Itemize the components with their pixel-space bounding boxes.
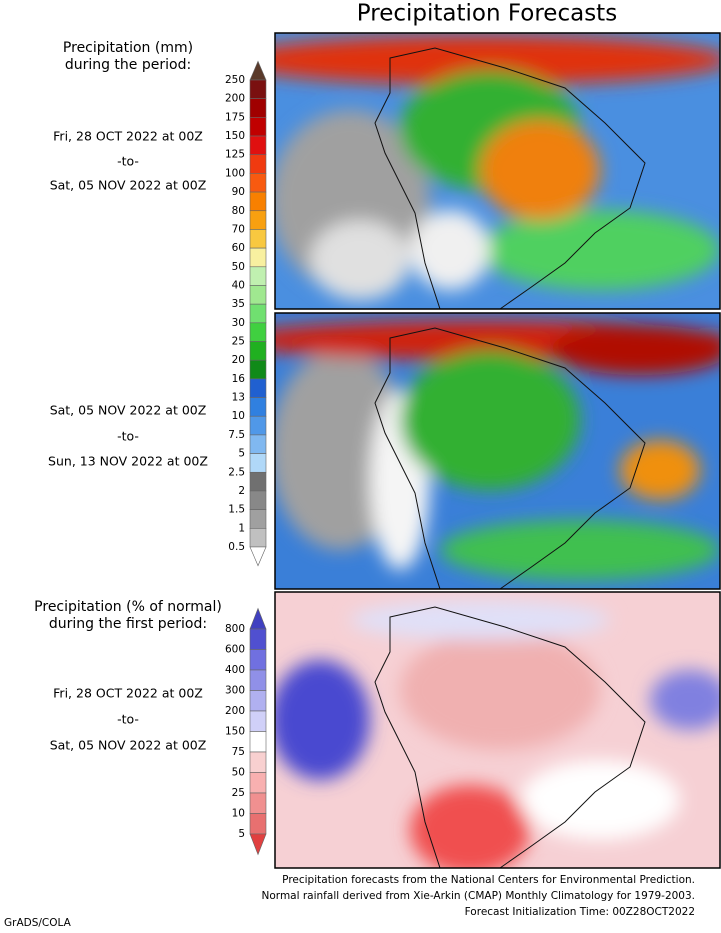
- colorbar-arrow: [249, 60, 267, 81]
- colorbar-box: [249, 649, 267, 671]
- colorbar-label: 50: [232, 767, 245, 779]
- colorbar-box: [249, 117, 267, 137]
- period-date: Sun, 13 NOV 2022 at 00Z: [48, 454, 208, 469]
- colorbar-box: [249, 322, 267, 342]
- colorbar-box: [249, 303, 267, 324]
- colorbar-label: 600: [225, 644, 245, 656]
- colorbar-box: [249, 341, 267, 361]
- colorbar-label: 250: [225, 74, 245, 86]
- colorbar-box: [249, 191, 267, 212]
- colorbar-box: [249, 173, 267, 193]
- colorbar-box: [249, 285, 267, 305]
- colorbar-box: [249, 669, 267, 691]
- period-date: Fri, 28 OCT 2022 at 00Z: [53, 686, 203, 701]
- colorbar-box: [249, 154, 267, 174]
- colorbar-label: 16: [232, 373, 246, 385]
- colorbar-box: [249, 813, 267, 835]
- colorbar-box: [249, 710, 267, 732]
- colorbar-label: 80: [232, 205, 245, 217]
- colorbar-label: 5: [238, 828, 245, 840]
- colorbar-label: 50: [232, 261, 245, 273]
- title: Precipitation Forecasts: [357, 1, 617, 27]
- colorbar-box: [249, 628, 267, 650]
- colorbar-label: 35: [232, 298, 245, 310]
- colorbar-box: [249, 266, 267, 286]
- colorbar-label: 40: [232, 279, 245, 291]
- colorbar-label: 25: [232, 336, 245, 348]
- colorbar-box: [249, 509, 267, 529]
- colorbar-box: [249, 453, 267, 473]
- colorbar-box: [249, 690, 267, 712]
- period-date: Sat, 05 NOV 2022 at 00Z: [50, 403, 207, 418]
- colorbar-box: [249, 79, 267, 99]
- colorbar-box: [249, 471, 267, 492]
- colorbar-box: [249, 434, 267, 454]
- credit: GrADS/COLA: [4, 917, 72, 929]
- colorbar-label: 400: [225, 664, 245, 676]
- colorbar-arrow: [249, 607, 267, 630]
- colorbar-label: 300: [225, 685, 245, 697]
- colorbar-label: 200: [225, 93, 245, 105]
- colorbar-box: [249, 490, 267, 510]
- period-date: -to-: [117, 712, 139, 727]
- colorbar-box: [249, 415, 267, 436]
- colorbar-label: 13: [232, 392, 245, 404]
- colorbar-box: [249, 528, 267, 548]
- map-panel: [275, 33, 720, 309]
- colorbar-label: 75: [232, 746, 245, 758]
- colorbar-label: 100: [225, 167, 245, 179]
- colorbar-label: 10: [232, 808, 245, 820]
- colorbar-label: 5: [238, 448, 245, 460]
- colorbar-label: 175: [225, 111, 245, 123]
- colorbar-label: 125: [225, 149, 245, 161]
- colorbar-box: [249, 397, 267, 417]
- map-panel: [275, 313, 720, 589]
- colorbar-box: [249, 772, 267, 794]
- period-date: -to-: [117, 154, 139, 169]
- period-heading: during the first period:: [49, 616, 207, 632]
- colorbar-label: 800: [225, 623, 245, 635]
- colorbar-box: [249, 247, 267, 268]
- colorbar-label: 2: [238, 485, 245, 497]
- footer-note: Forecast Initialization Time: 00Z28OCT20…: [465, 906, 695, 918]
- colorbar-label: 90: [232, 186, 245, 198]
- period-date: Sat, 05 NOV 2022 at 00Z: [50, 178, 207, 193]
- footer-note: Normal rainfall derived from Xie-Arkin (…: [262, 890, 695, 902]
- period-date: Fri, 28 OCT 2022 at 00Z: [53, 129, 203, 144]
- colorbar-label: 150: [225, 726, 245, 738]
- colorbar-box: [249, 731, 267, 753]
- colorbar-label: 25: [232, 787, 245, 799]
- period-date: -to-: [117, 429, 139, 444]
- colorbar-box: [249, 792, 267, 814]
- colorbar-label: 0.5: [228, 541, 245, 553]
- period-heading: Precipitation (mm): [63, 40, 193, 56]
- period-heading: during the period:: [65, 57, 191, 73]
- colorbar-label: 10: [232, 410, 245, 422]
- colorbar-box: [249, 98, 267, 118]
- colorbar-label: 1.5: [228, 504, 245, 516]
- footer-note: Precipitation forecasts from the Nationa…: [282, 874, 695, 886]
- map-panel: [275, 592, 720, 868]
- colorbar-label: 1: [238, 522, 245, 534]
- colorbar-label: 70: [232, 223, 245, 235]
- colorbar-label: 7.5: [228, 429, 245, 441]
- colorbar-arrow: [249, 546, 267, 567]
- colorbar-box: [249, 135, 267, 156]
- colorbar-label: 200: [225, 705, 245, 717]
- colorbar-label: 2.5: [228, 466, 245, 478]
- colorbar-box: [249, 229, 267, 249]
- colorbar-box: [249, 210, 267, 230]
- colorbar-arrow: [249, 833, 267, 856]
- colorbar-box: [249, 359, 267, 380]
- colorbar-box: [249, 751, 267, 773]
- colorbar-label: 30: [232, 317, 245, 329]
- colorbar-label: 60: [232, 242, 245, 254]
- period-heading: Precipitation (% of normal): [34, 599, 222, 615]
- period-date: Sat, 05 NOV 2022 at 00Z: [50, 738, 207, 753]
- colorbar-label: 150: [225, 130, 245, 142]
- colorbar-box: [249, 378, 267, 398]
- colorbar-label: 20: [232, 354, 245, 366]
